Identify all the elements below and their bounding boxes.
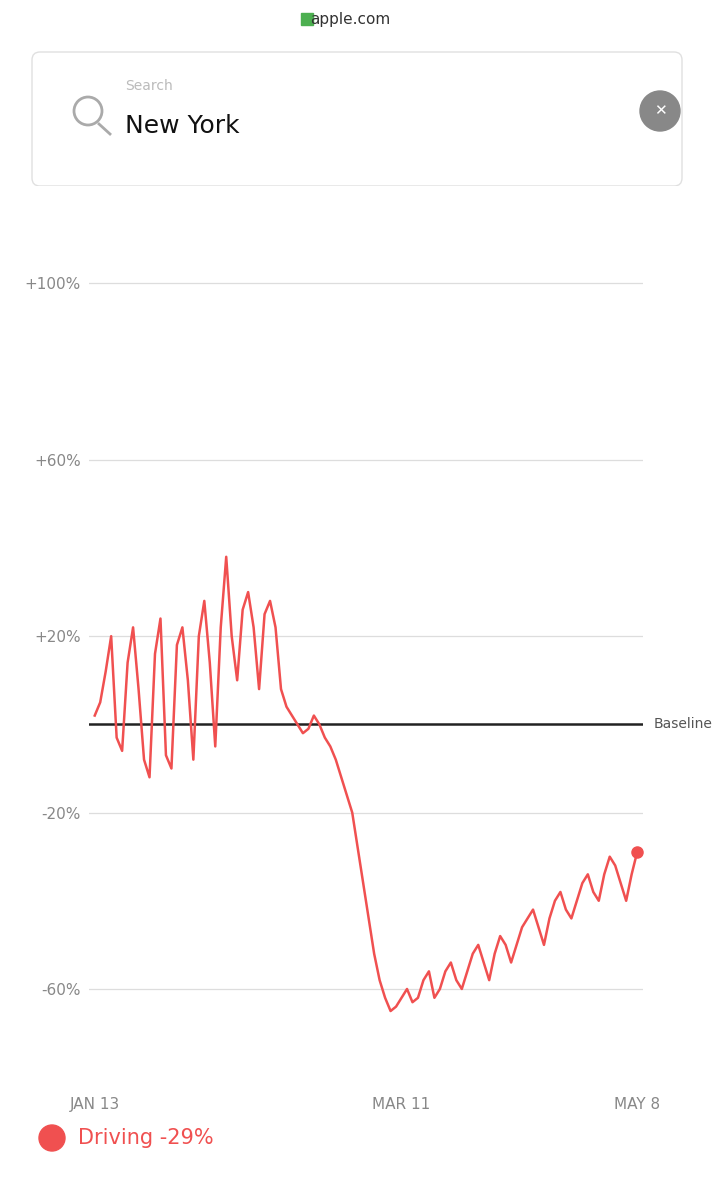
Circle shape [640,91,680,131]
Circle shape [39,1126,65,1151]
Text: ✕: ✕ [653,103,666,119]
Text: apple.com: apple.com [311,12,391,26]
Text: Search: Search [125,79,173,92]
FancyBboxPatch shape [32,52,682,186]
Text: Driving -29%: Driving -29% [78,1128,213,1148]
Text: Baseline: Baseline [654,718,713,731]
Text: New York: New York [125,114,240,138]
